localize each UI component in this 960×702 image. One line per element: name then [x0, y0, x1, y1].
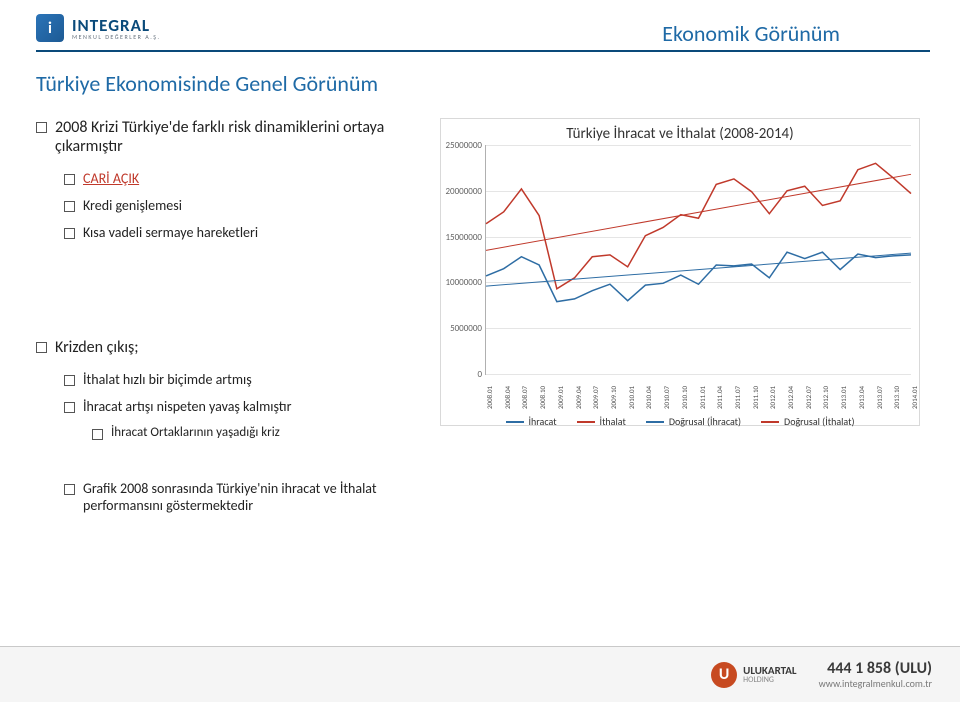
legend-label: Doğrusal (İhracat)	[669, 415, 741, 428]
chart-panel: Türkiye İhracat ve İthalat (2008-2014) 0…	[440, 118, 920, 426]
bullet-ihracat-yavas: İhracat artışı nispeten yavaş kalmıştır	[64, 398, 436, 415]
footer-site: www.integralmenkul.com.tr	[819, 678, 932, 689]
bullet-block-top: 2008 Krizi Türkiye'de farklı risk dinami…	[36, 118, 416, 251]
bullet-icon	[36, 122, 47, 133]
bullet-icon	[64, 402, 75, 413]
legend-item-trend-ihracat: Doğrusal (İhracat)	[646, 415, 741, 428]
bullet-text: Grafik 2008 sonrasında Türkiye'nin ihrac…	[83, 480, 377, 497]
bullet-block-mid: Krizden çıkış; İthalat hızlı bir biçimde…	[36, 338, 436, 450]
bullet-icon	[64, 201, 75, 212]
holding-sub: HOLDING	[743, 676, 796, 684]
chart-title: Türkiye İhracat ve İthalat (2008-2014)	[441, 119, 919, 145]
legend-label: İthalat	[600, 415, 626, 428]
bullet-icon	[64, 375, 75, 386]
bullet-text: Kısa vadeli sermaye hareketleri	[83, 224, 258, 241]
bullet-l1: 2008 Krizi Türkiye'de farklı risk dinami…	[36, 118, 416, 156]
bullet-icon	[64, 228, 75, 239]
legend-item-ihracat: İhracat	[506, 415, 557, 428]
bullet-icon	[92, 429, 103, 440]
brand-name: INTEGRAL	[72, 17, 161, 34]
bullet-ortaklar-kriz: İhracat Ortaklarının yaşadığı kriz	[92, 425, 436, 440]
bullet-kredi: Kredi genişlemesi	[64, 197, 416, 214]
page-title: Türkiye Ekonomisinde Genel Görünüm	[36, 70, 378, 97]
bullet-block-low: Grafik 2008 sonrasında Türkiye'nin ihrac…	[36, 480, 596, 524]
bullet-sermaye: Kısa vadeli sermaye hareketleri	[64, 224, 416, 241]
logo-mark-icon: i	[36, 14, 64, 42]
footer-contact: 444 1 858 (ULU) www.integralmenkul.com.t…	[819, 660, 932, 689]
bullet-text: Kredi genişlemesi	[83, 197, 182, 214]
footer-holding-logo: U ULUKARTAL HOLDING	[711, 662, 796, 688]
bullet-grafik: Grafik 2008 sonrasında Türkiye'nin ihrac…	[64, 480, 596, 514]
bullet-icon	[36, 342, 47, 353]
legend-label: İhracat	[529, 415, 557, 428]
bullet-text: CARİ AÇIK	[83, 170, 139, 187]
chart-xaxis-labels: 2008.012008.042008.072008.102009.012009.…	[485, 381, 911, 411]
bullet-ithalat-hizli: İthalat hızlı bir biçimde artmış	[64, 371, 436, 388]
bullet-text: İhracat Ortaklarının yaşadığı kriz	[111, 425, 280, 440]
brand-subtitle: MENKUL DEĞERLER A.Ş.	[72, 34, 161, 40]
bullet-icon	[64, 484, 75, 495]
bullet-text: çıkarmıştır	[55, 137, 123, 156]
bullet-icon	[64, 174, 75, 185]
footer: U ULUKARTAL HOLDING 444 1 858 (ULU) www.…	[0, 646, 960, 702]
legend-item-trend-ithalat: Doğrusal (İthalat)	[761, 415, 854, 428]
holding-mark-icon: U	[711, 662, 737, 688]
chart-legend: İhracat İthalat Doğrusal (İhracat) Doğru…	[441, 415, 919, 428]
bullet-text: Krizden çıkış;	[55, 338, 139, 357]
bullet-text: 2008 Krizi Türkiye'de farklı risk dinami…	[55, 118, 384, 137]
footer-phone: 444 1 858 (ULU)	[827, 660, 932, 678]
legend-swatch	[577, 421, 595, 423]
legend-swatch	[646, 421, 664, 423]
bullet-text: İhracat artışı nispeten yavaş kalmıştır	[83, 398, 291, 415]
header-rule	[36, 50, 930, 52]
legend-swatch	[761, 421, 779, 423]
bullet-text: performansını göstermektedir	[83, 497, 253, 514]
bullet-cari-acik: CARİ AÇIK	[64, 170, 416, 187]
legend-swatch	[506, 421, 524, 423]
legend-label: Doğrusal (İthalat)	[784, 415, 854, 428]
corner-title: Ekonomik Görünüm	[662, 20, 840, 47]
header-logo: i INTEGRAL MENKUL DEĞERLER A.Ş.	[36, 14, 161, 42]
bullet-krizden: Krizden çıkış;	[36, 338, 436, 357]
chart-plot-area: 0500000010000000150000002000000025000000	[485, 145, 911, 375]
legend-item-ithalat: İthalat	[577, 415, 626, 428]
bullet-text: İthalat hızlı bir biçimde artmış	[83, 371, 252, 388]
